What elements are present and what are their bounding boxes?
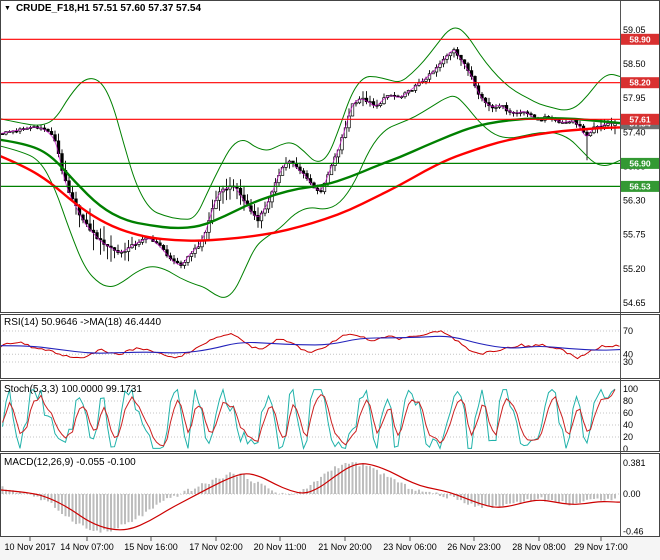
price-axis-label: 57.40	[623, 127, 646, 137]
price-axis-label: 80	[623, 396, 633, 406]
time-axis-label: 28 Nov 08:00	[512, 542, 566, 552]
macd-signal-line	[1, 463, 620, 531]
price-axis-label: 20	[623, 432, 633, 442]
price-axis-label: 100	[623, 384, 638, 394]
rsi-ma-line	[1, 335, 620, 354]
time-axis-label: 29 Nov 17:00	[574, 542, 628, 552]
stoch-title: Stoch(5,3,3) 100.0000 99.1731	[4, 384, 142, 395]
svg-text:57.61: 57.61	[629, 114, 651, 124]
price-axis-label: 30	[623, 357, 633, 367]
price-axis-label: 70	[623, 326, 633, 336]
price-axis-label: 57.95	[623, 93, 646, 103]
bollinger-upper-line	[1, 27, 620, 220]
time-axis-label: 23 Nov 06:00	[383, 542, 437, 552]
symbol-ohlc-text: CRUDE_F18,H1 57.51 57.60 57.37 57.54	[15, 3, 202, 14]
price-axis-label: 55.20	[623, 264, 646, 274]
rsi-line	[1, 330, 620, 360]
stoch-signal-line	[2, 389, 616, 447]
svg-text:58.20: 58.20	[629, 78, 651, 88]
svg-text:56.90: 56.90	[629, 158, 651, 168]
price-axis-label: 40	[623, 420, 633, 430]
time-axis-label: 10 Nov 2017	[4, 542, 55, 552]
bollinger-lower-line	[1, 95, 620, 298]
rsi-title: RSI(14) 50.9646 ->MA(18) 46.4440	[4, 317, 162, 328]
price-axis-label: 55.75	[623, 230, 646, 240]
time-axis-label: 20 Nov 11:00	[254, 542, 307, 552]
price-label-box: 56.90	[621, 157, 659, 169]
price-panel[interactable]	[0, 27, 620, 298]
time-axis-strip[interactable]	[0, 537, 660, 560]
stoch-main-line	[2, 387, 616, 451]
macd-panel[interactable]	[0, 462, 620, 533]
price-label-box: 56.53	[621, 180, 659, 192]
price-axis-label: -0.46	[623, 526, 644, 536]
time-axis-label: 26 Nov 23:00	[447, 542, 501, 552]
price-axis-label: 0.381	[623, 458, 646, 468]
stochastic-panel[interactable]	[0, 387, 620, 451]
time-axis[interactable]: 10 Nov 2017 14 Nov 07:00 15 Nov 16:00 17 No…	[4, 537, 628, 552]
time-axis-label: 17 Nov 02:00	[189, 542, 243, 552]
svg-text:56.53: 56.53	[629, 181, 651, 191]
rsi-panel[interactable]	[0, 330, 620, 363]
price-label-box: 58.20	[621, 77, 659, 89]
price-label-box: 58.90	[621, 33, 659, 45]
price-axis-label: 58.50	[623, 59, 646, 69]
red-ma-line	[1, 126, 620, 242]
time-axis-label: 15 Nov 16:00	[124, 542, 178, 552]
time-axis-label: 21 Nov 20:00	[318, 542, 372, 552]
price-axis-label: 60	[623, 408, 633, 418]
chart-title: ▼ CRUDE_F18,H1 57.51 57.60 57.37 57.54	[4, 3, 201, 15]
price-axis-label: 40	[623, 349, 633, 359]
svg-text:58.90: 58.90	[629, 34, 651, 44]
macd-title: MACD(12,26,9) -0.055 -0.100	[4, 457, 136, 468]
fast-ma-line	[1, 50, 620, 265]
price-axis-label: 0	[623, 444, 628, 454]
price-axis-label: 0.00	[623, 489, 641, 499]
price-axis[interactable]: 59.0558.5057.9557.4056.8556.3055.7555.20…	[620, 0, 660, 536]
price-axis-label: 54.65	[623, 298, 646, 308]
price-axis-label: 59.05	[623, 25, 646, 35]
collapse-triangle-icon[interactable]: ▼	[4, 5, 11, 12]
price-label-box: 57.61	[621, 113, 659, 125]
time-axis-label: 14 Nov 07:00	[60, 542, 114, 552]
price-axis-label: 56.30	[623, 196, 646, 206]
